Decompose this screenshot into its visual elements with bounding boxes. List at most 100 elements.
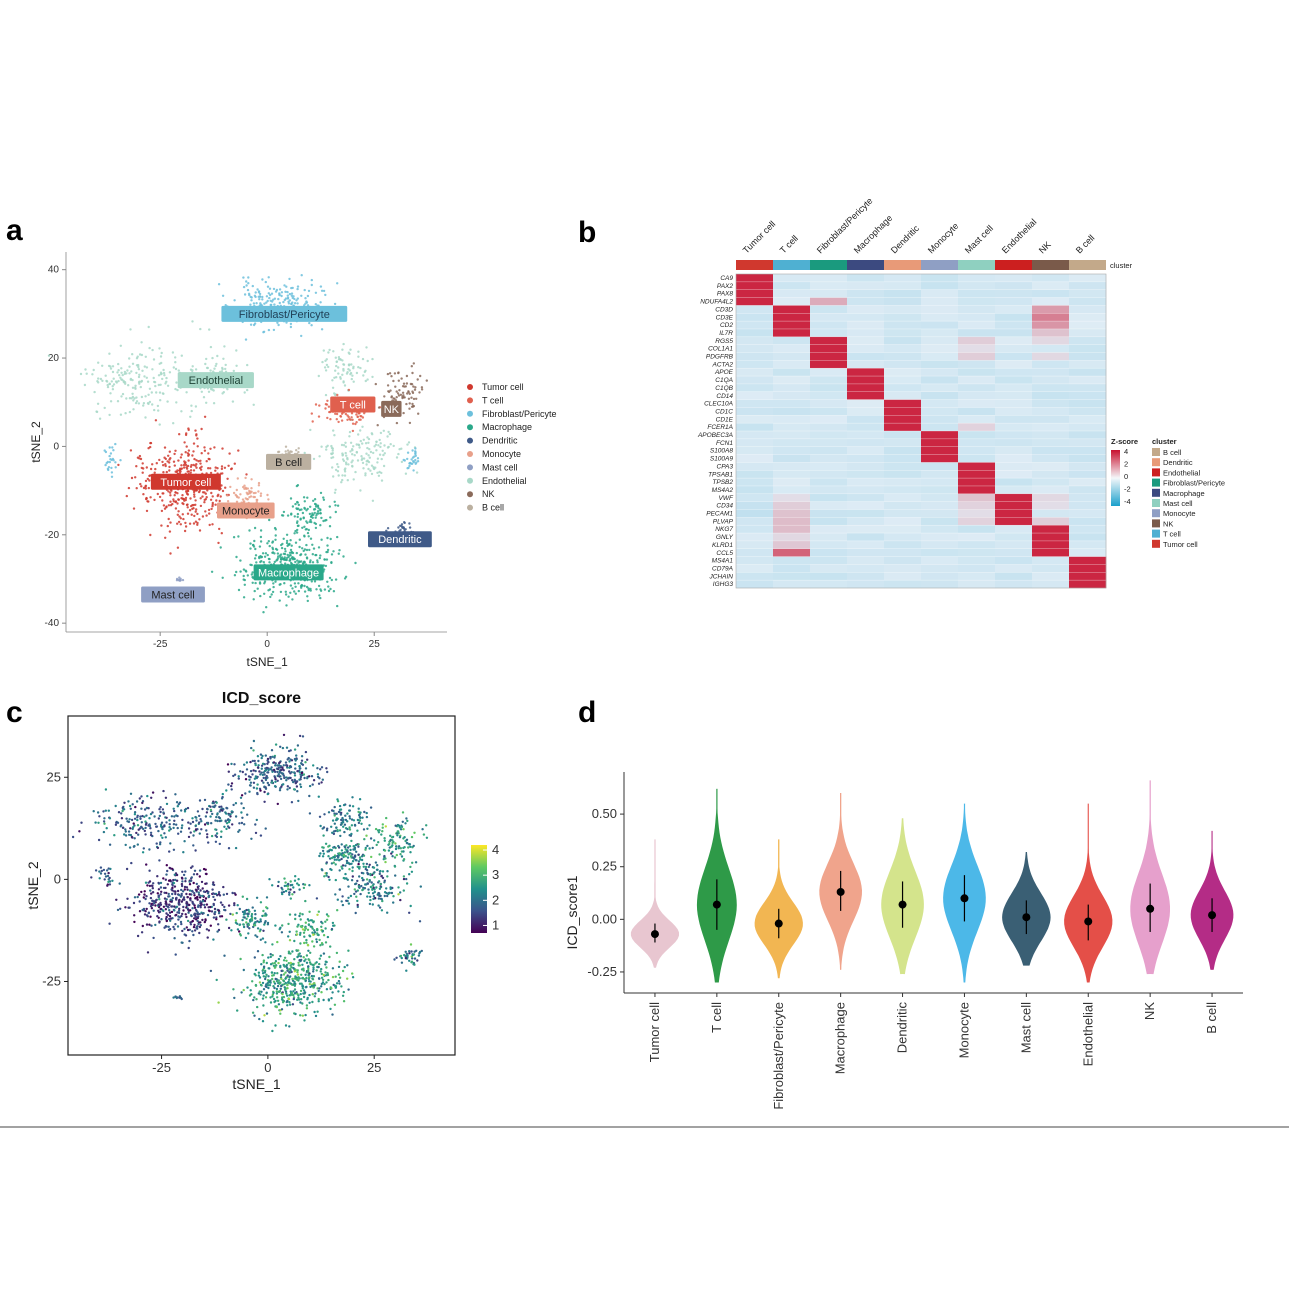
score-point <box>322 973 325 977</box>
cell-point <box>120 395 123 398</box>
cell-point <box>254 581 257 585</box>
cell-point <box>332 350 335 353</box>
cell-point <box>332 550 335 553</box>
cell-point <box>236 477 239 480</box>
cell-point <box>108 446 111 449</box>
score-cluster-macrophage <box>209 928 355 1033</box>
cell-point <box>278 301 281 305</box>
score-point <box>207 929 211 932</box>
score-point <box>264 754 267 757</box>
cell-point <box>242 568 246 571</box>
score-point <box>145 907 148 911</box>
score-cluster-tumor-cell <box>108 849 248 956</box>
score-point <box>151 887 154 890</box>
cell-point <box>174 367 178 371</box>
score-point <box>211 812 214 816</box>
cell-point <box>291 598 294 601</box>
score-point <box>247 932 250 935</box>
score-point <box>260 767 263 770</box>
cell-point <box>307 289 311 293</box>
cell-point <box>341 478 344 482</box>
cell-point <box>334 578 338 581</box>
score-point <box>383 839 386 842</box>
score-point <box>319 768 322 771</box>
score-point <box>395 853 398 857</box>
cell-point <box>268 588 272 591</box>
score-point <box>400 825 404 829</box>
score-point <box>282 783 285 786</box>
score-point <box>196 895 199 899</box>
heatmap-cell <box>773 281 811 290</box>
score-point <box>323 982 326 986</box>
cell-point <box>117 463 120 467</box>
score-point <box>189 866 193 869</box>
cell-point <box>269 303 272 307</box>
score-point <box>365 811 368 815</box>
score-point <box>399 891 402 894</box>
cluster-macrophage <box>282 484 340 532</box>
cell-point <box>296 528 299 532</box>
cell-point <box>303 548 307 551</box>
score-point <box>120 817 124 820</box>
heatmap-cell <box>884 352 922 361</box>
cell-point <box>187 459 190 462</box>
score-point <box>149 905 153 908</box>
heatmap-cell <box>736 540 774 549</box>
panel-c-ytick-label: -25 <box>42 973 61 988</box>
cluster-label-b-cell: B cell <box>266 453 312 470</box>
score-point <box>227 770 230 773</box>
cell-point <box>351 464 354 468</box>
score-point <box>129 833 133 837</box>
score-point <box>289 758 292 761</box>
heatmap-cell <box>995 454 1033 463</box>
cell-point <box>289 591 292 594</box>
cell-point <box>311 543 314 546</box>
heatmap-cell <box>958 478 996 487</box>
cell-point <box>376 424 379 427</box>
score-point <box>273 986 276 990</box>
score-point <box>273 785 277 788</box>
score-point <box>256 755 260 758</box>
cell-point <box>116 400 120 403</box>
score-point <box>231 891 234 895</box>
score-point <box>189 822 192 825</box>
cell-point <box>319 285 323 288</box>
score-point <box>272 964 276 967</box>
score-point <box>259 901 263 904</box>
score-point <box>365 878 369 881</box>
cell-point <box>203 501 206 504</box>
score-point <box>107 809 111 812</box>
cell-point <box>233 462 236 465</box>
score-point <box>319 824 322 828</box>
score-point <box>346 827 349 831</box>
cell-point <box>366 446 369 450</box>
cell-point <box>346 479 349 482</box>
cell-point <box>271 541 274 544</box>
score-point <box>192 844 195 847</box>
cell-point <box>111 370 115 374</box>
score-point <box>102 820 106 823</box>
cell-point <box>379 445 382 449</box>
cell-point <box>328 525 332 528</box>
cell-point <box>266 299 269 303</box>
cell-point <box>47 354 51 357</box>
cell-point <box>171 351 175 354</box>
cell-point <box>192 463 195 467</box>
cell-point <box>413 388 417 391</box>
score-point <box>242 806 245 810</box>
cell-point <box>194 429 197 432</box>
cell-point <box>342 444 346 447</box>
cell-point <box>337 420 340 424</box>
cell-point <box>286 294 289 297</box>
score-point <box>164 908 167 911</box>
score-point <box>375 843 378 847</box>
score-point <box>195 909 198 913</box>
score-point <box>158 814 161 818</box>
score-point <box>138 900 141 903</box>
cell-point <box>130 370 133 373</box>
cell-point <box>151 403 154 406</box>
score-point <box>268 967 271 970</box>
cell-point <box>411 391 415 395</box>
score-point <box>162 905 166 908</box>
cell-point <box>182 463 186 467</box>
